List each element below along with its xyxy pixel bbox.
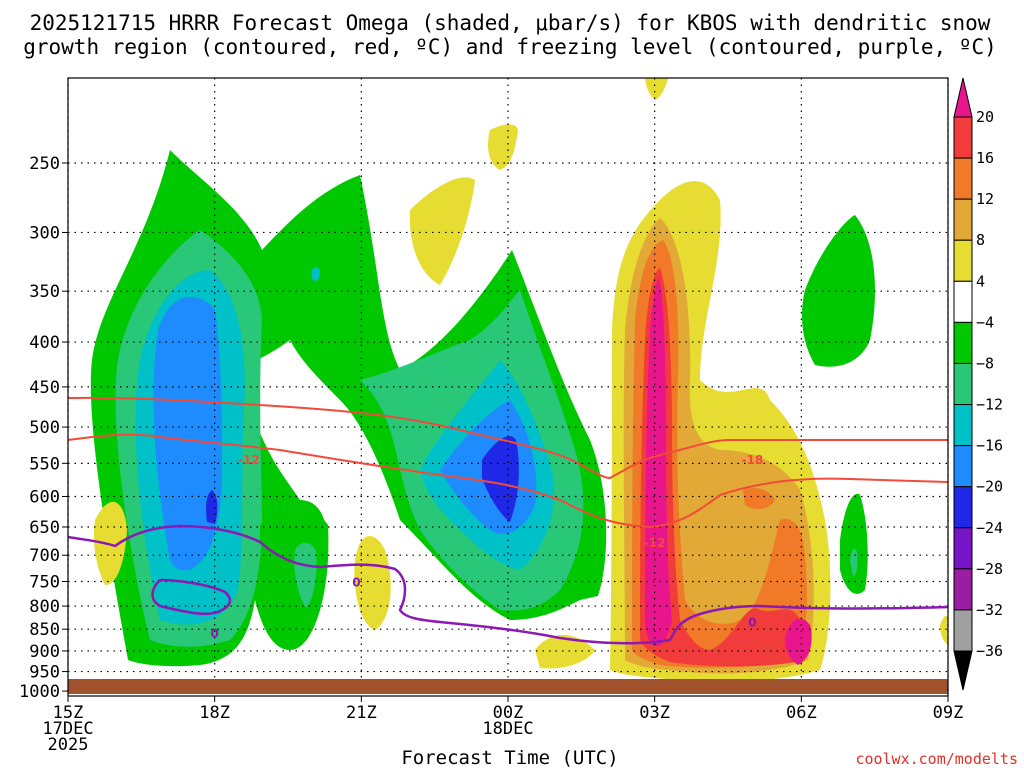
y-tick-label: 300 (29, 223, 60, 243)
colorbar-band (953, 321, 973, 364)
y-tick-label: 700 (29, 546, 60, 566)
omega-region-yellow-g (940, 615, 948, 645)
omega-region-green-east-a (802, 215, 875, 367)
y-tick-label: 850 (29, 620, 60, 640)
y-tick-label: 900 (29, 642, 60, 662)
omega-region-blue-west (153, 296, 222, 571)
colorbar-band (953, 568, 973, 611)
credit-link[interactable]: coolwx.com/modelts (855, 750, 1018, 768)
surface-ground (68, 679, 948, 694)
x-tick-label: 06Z (786, 703, 817, 723)
x-axis-title: Forecast Time (UTC) (401, 747, 618, 768)
colorbar-band (953, 198, 973, 241)
contour-label: 0 (352, 576, 360, 590)
contour-label: -18 (742, 453, 764, 467)
colorbar-label: 12 (976, 190, 994, 208)
omega-region-green-east-b (840, 493, 868, 594)
x-tick-label: 15Z (53, 703, 84, 723)
omega-region-darkblue-center (482, 436, 519, 522)
omega-region-magenta-east-b (785, 618, 812, 665)
chart-title-line-1: 2025121715 HRRR Forecast Omega (shaded, … (30, 11, 991, 35)
contour-label: 0 (748, 615, 756, 629)
colorbar-band (953, 116, 973, 159)
x-tick-label: 21Z (346, 703, 377, 723)
colorbar-label: −28 (976, 560, 1003, 578)
colorbar-label: −20 (976, 478, 1003, 496)
colorbar-label: 8 (976, 231, 985, 249)
omega-region-yellow-c (645, 78, 668, 100)
colorbar-label: 4 (976, 272, 985, 290)
omega-region-teal-small (294, 542, 317, 608)
x-tick-label: 17DEC (42, 719, 93, 739)
y-tick-label: 450 (29, 378, 60, 398)
y-tick-label: 600 (29, 487, 60, 507)
y-tick-label: 550 (29, 454, 60, 474)
x-tick-label: 2025 (48, 735, 89, 755)
y-tick-label: 250 (29, 154, 60, 174)
colorbar-band (953, 239, 973, 282)
contour-labels: -12 -12 -18 0 0 0 (210, 453, 763, 641)
colorbar-band (953, 486, 973, 529)
x-tick-label: 09Z (933, 703, 964, 723)
x-tick-label: 03Z (639, 703, 670, 723)
contour-label: -12 (644, 536, 666, 550)
colorbar-band (953, 157, 973, 200)
colorbar: 20 16 12 8 4 −4 −8 −12 −16 −20 −24 −28 −32 −36 (953, 77, 1003, 691)
contour-label: -12 (238, 453, 260, 467)
y-tick-label: 1000 (19, 682, 60, 702)
colorbar-top-arrow (953, 77, 973, 118)
colorbar-label: 16 (976, 149, 994, 167)
colorbar-band (953, 527, 973, 570)
omega-region-yellow-e (354, 536, 391, 630)
contour-label: 0 (210, 627, 218, 641)
colorbar-label: −16 (976, 437, 1003, 455)
omega-region-yellow-f (535, 635, 595, 669)
colorbar-label: −24 (976, 519, 1003, 537)
colorbar-band (953, 280, 973, 323)
colorbar-band (953, 445, 973, 488)
dgz-contour-minus12-upper (68, 396, 948, 480)
y-tick-label: 750 (29, 572, 60, 592)
omega-region-orange-east-b (743, 488, 775, 510)
colorbar-label: −12 (976, 396, 1003, 414)
x-tick-label: 18Z (199, 703, 230, 723)
dgz-contour-minus12-lower (68, 433, 948, 529)
colorbar-label: −8 (976, 354, 994, 372)
colorbar-band (953, 404, 973, 447)
chart-title-line-2: growth region (contoured, red, ºC) and f… (23, 35, 997, 59)
y-axis: 2503003504004505005506006507007508008509… (19, 154, 68, 702)
y-tick-label: 650 (29, 518, 60, 538)
freezing-level-contour-loop (151, 578, 232, 616)
colorbar-band (953, 362, 973, 406)
omega-region-orange-east (632, 240, 807, 668)
omega-region-yellow-b (488, 124, 518, 170)
freezing-level-contour (68, 524, 948, 645)
colorbar-band (953, 609, 973, 652)
x-tick-label: 00Z (493, 703, 524, 723)
y-tick-label: 500 (29, 418, 60, 438)
y-tick-label: 800 (29, 597, 60, 617)
y-tick-label: 950 (29, 663, 60, 683)
omega-shading (90, 78, 948, 682)
omega-region-yellow-a (409, 177, 475, 285)
colorbar-label: −32 (976, 601, 1003, 619)
colorbar-label: 20 (976, 108, 994, 126)
omega-region-cyan-fleck (312, 266, 320, 282)
omega-region-magenta-east (645, 278, 672, 647)
omega-region-darkblue-west (206, 490, 218, 524)
x-tick-label: 18DEC (482, 719, 533, 739)
colorbar-label: −36 (976, 642, 1003, 660)
colorbar-label: −4 (976, 313, 994, 331)
y-tick-label: 400 (29, 333, 60, 353)
y-tick-label: 350 (29, 282, 60, 302)
colorbar-bottom-arrow (953, 650, 973, 691)
